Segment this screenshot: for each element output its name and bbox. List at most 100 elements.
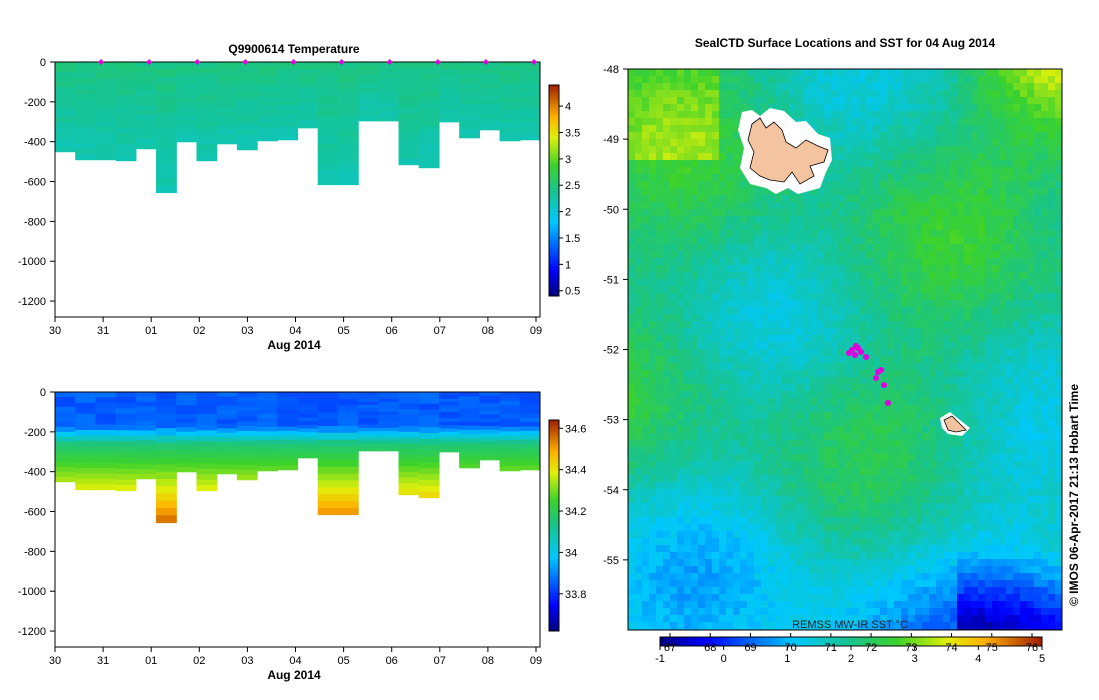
profile-cell <box>297 392 319 397</box>
sst-cell <box>929 76 937 84</box>
sst-cell <box>628 454 636 462</box>
profile-cell <box>479 107 501 112</box>
sst-cell <box>677 391 685 399</box>
sst-cell <box>642 489 650 497</box>
sst-cell <box>754 482 762 490</box>
sst-cell <box>1013 146 1021 154</box>
sst-cell <box>978 412 986 420</box>
sst-cell <box>999 440 1007 448</box>
sst-cell <box>684 97 692 105</box>
sst-cell <box>1041 69 1049 77</box>
sst-cell <box>670 244 678 252</box>
sst-cell <box>894 405 902 413</box>
sst-cell <box>628 83 636 91</box>
sst-cell <box>1048 503 1056 511</box>
sst-cell <box>887 209 895 217</box>
sst-cell <box>761 300 769 308</box>
sst-cell <box>628 125 636 133</box>
sst-cell <box>852 300 860 308</box>
sst-cell <box>852 167 860 175</box>
sst-cell <box>992 377 1000 385</box>
sst-cell <box>705 391 713 399</box>
sst-cell <box>817 125 825 133</box>
sst-cell <box>985 104 993 112</box>
sst-cell <box>656 237 664 245</box>
sst-cell <box>649 181 657 189</box>
sst-cell <box>943 251 951 259</box>
sst-cell <box>873 349 881 357</box>
sst-cell <box>852 307 860 315</box>
sst-cell <box>964 90 972 98</box>
sst-cell <box>859 83 867 91</box>
sst-cell <box>628 384 636 392</box>
sst-cell <box>971 202 979 210</box>
x-tick-label: 07 <box>434 325 446 337</box>
profile-cell <box>297 402 319 408</box>
sst-cell <box>712 265 720 273</box>
sst-cell <box>691 118 699 126</box>
sst-cell <box>880 349 888 357</box>
profile-cell <box>75 67 97 74</box>
sst-cell <box>1006 335 1014 343</box>
sst-cell <box>789 258 797 266</box>
sst-cell <box>859 398 867 406</box>
sst-cell <box>712 132 720 140</box>
profile-cell <box>277 396 299 402</box>
sst-cell <box>1034 118 1042 126</box>
sst-cell <box>908 412 916 420</box>
sst-cell <box>852 454 860 462</box>
sst-cell <box>845 342 853 350</box>
sst-cell <box>992 118 1000 126</box>
sst-cell <box>992 125 1000 133</box>
sst-cell <box>670 314 678 322</box>
sst-cell <box>964 251 972 259</box>
sst-cell <box>824 482 832 490</box>
sst-cell <box>1027 461 1035 469</box>
sst-cell <box>768 258 776 266</box>
sst-cell <box>929 104 937 112</box>
sst-cell <box>1041 286 1049 294</box>
sst-cell <box>817 307 825 315</box>
sst-cell <box>712 447 720 455</box>
sst-cell <box>992 370 1000 378</box>
sst-cell <box>628 468 636 476</box>
sst-cell <box>1020 307 1028 315</box>
sst-cell <box>943 111 951 119</box>
sst-cell <box>873 118 881 126</box>
sst-cell <box>950 377 958 385</box>
profile-cell <box>337 392 359 400</box>
profile-cell <box>337 62 359 70</box>
sst-cell <box>1055 279 1062 287</box>
sst-cell <box>824 447 832 455</box>
sst-cell <box>1020 265 1028 273</box>
sst-cell <box>1055 419 1062 427</box>
profile-cell <box>519 409 540 415</box>
sst-cell <box>852 293 860 301</box>
sst-cell <box>775 384 783 392</box>
sst-cell <box>999 475 1007 483</box>
sst-cell <box>845 293 853 301</box>
sst-cell <box>999 139 1007 147</box>
sst-cell <box>705 461 713 469</box>
temperature-xlabel: Aug 2014 <box>267 338 321 352</box>
sst-cell <box>761 258 769 266</box>
sst-cell <box>733 76 741 84</box>
sst-cell <box>698 76 706 84</box>
colorbar-tick-label: 33.8 <box>565 589 586 601</box>
profile-cell <box>418 438 440 446</box>
sst-cell <box>824 363 832 371</box>
sst-cell <box>796 209 804 217</box>
sst-cell <box>775 293 783 301</box>
sst-cell <box>873 496 881 504</box>
sst-cell <box>915 377 923 385</box>
sst-cell <box>733 300 741 308</box>
sst-cell <box>985 97 993 105</box>
sst-cell <box>964 209 972 217</box>
profile-cell <box>297 439 319 444</box>
sst-cell <box>957 412 965 420</box>
sst-cell <box>985 202 993 210</box>
sst-cell <box>1048 349 1056 357</box>
y-tick-label: -1000 <box>18 586 46 598</box>
sst-cell <box>908 482 916 490</box>
sst-cell <box>978 349 986 357</box>
